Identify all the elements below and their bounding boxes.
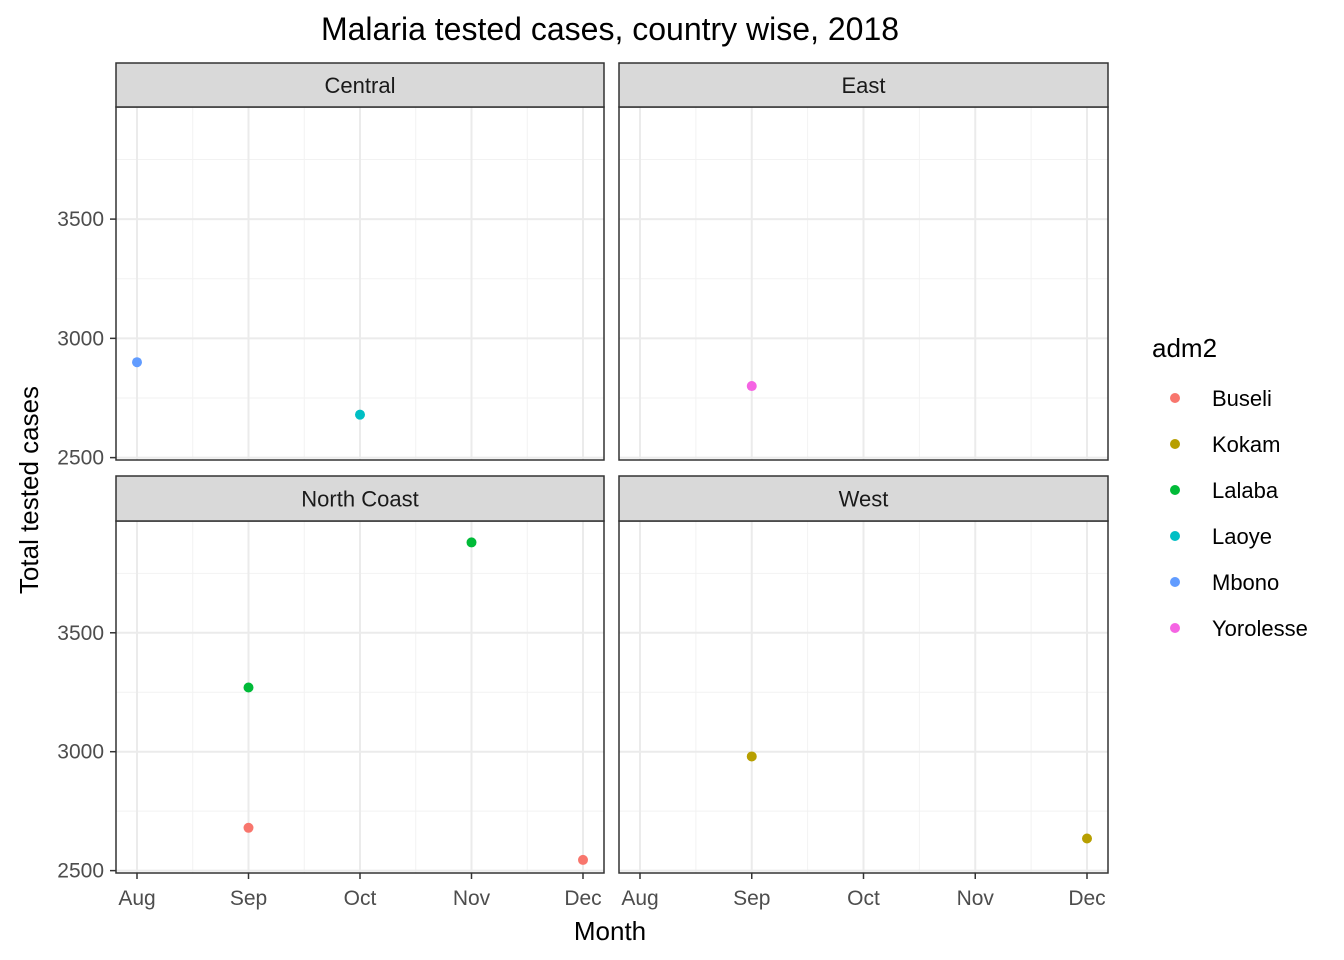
facet-strip xyxy=(618,475,1109,522)
legend-label: Lalaba xyxy=(1212,478,1279,503)
chart-title: Malaria tested cases, country wise, 2018 xyxy=(321,11,899,47)
facet-strip xyxy=(618,62,1109,108)
legend: adm2 Buseli Kokam Lalaba Laoye Mbono Yoroless… xyxy=(1152,333,1308,641)
legend-key-dot xyxy=(1170,439,1180,449)
legend-key-dot xyxy=(1170,485,1180,495)
point-west-kokam-sep xyxy=(746,751,757,762)
point-north-coast-lalaba-sep xyxy=(243,682,254,693)
legend-label: Mbono xyxy=(1212,570,1279,595)
y-tick-label: 3000 xyxy=(57,741,104,764)
legend-key-dot xyxy=(1170,531,1180,541)
x-tick-label: Aug xyxy=(118,887,155,910)
y-tick-label: 3500 xyxy=(57,622,104,645)
legend-key-dot xyxy=(1170,577,1180,587)
legend-key-dot xyxy=(1170,623,1180,633)
x-tick-label: Oct xyxy=(344,887,377,910)
x-tick-label: Aug xyxy=(621,887,658,910)
legend-item-kokam: Kokam xyxy=(1170,432,1280,457)
y-tick-label: 2500 xyxy=(57,860,104,883)
legend-label: Kokam xyxy=(1212,432,1280,457)
facet-panels: Central East North Coast West xyxy=(115,62,1109,874)
legend-item-laoye: Laoye xyxy=(1170,524,1272,549)
legend-item-buseli: Buseli xyxy=(1170,386,1272,411)
facet-label-north-coast: North Coast xyxy=(301,487,418,512)
legend-key-dot xyxy=(1170,393,1180,403)
legend-item-lalaba: Lalaba xyxy=(1170,478,1279,503)
facet-central: Central xyxy=(115,62,605,461)
legend-title: adm2 xyxy=(1152,333,1217,363)
y-tick-label: 3500 xyxy=(57,208,104,231)
facet-label-east: East xyxy=(841,73,885,98)
x-tick-label: Nov xyxy=(957,887,995,910)
point-west-kokam-dec xyxy=(1082,833,1092,844)
legend-label: Laoye xyxy=(1212,524,1272,549)
y-axis-ticks: 2500 3000 3500 2500 3000 3500 xyxy=(57,208,116,883)
facet-strip xyxy=(115,475,605,522)
legend-item-yorolesse: Yorolesse xyxy=(1170,616,1308,641)
legend-item-mbono: Mbono xyxy=(1170,570,1279,595)
facet-north-coast: North Coast xyxy=(115,475,605,874)
x-tick-label: Sep xyxy=(230,887,267,910)
facet-east: East xyxy=(618,62,1109,461)
facet-west: West xyxy=(618,475,1109,874)
legend-label: Yorolesse xyxy=(1212,616,1308,641)
x-tick-label: Sep xyxy=(733,887,770,910)
x-tick-label: Dec xyxy=(564,887,601,910)
facet-label-west: West xyxy=(839,487,889,512)
x-axis-title: Month xyxy=(574,916,646,946)
point-central-mbono-aug xyxy=(132,357,142,368)
point-east-yorolesse-sep xyxy=(746,381,757,392)
x-tick-label: Dec xyxy=(1068,887,1105,910)
x-axis-ticks: Aug Sep Oct Nov Dec Aug Sep Oct Nov Dec xyxy=(118,873,1106,910)
legend-label: Buseli xyxy=(1212,386,1272,411)
y-tick-label: 3000 xyxy=(57,327,104,350)
y-tick-label: 2500 xyxy=(57,447,104,470)
y-axis-title: Total tested cases xyxy=(14,386,44,594)
x-tick-label: Nov xyxy=(453,887,491,910)
x-tick-label: Oct xyxy=(847,887,880,910)
point-north-coast-lalaba-nov xyxy=(466,537,477,548)
point-north-coast-buseli-dec xyxy=(578,854,588,865)
point-central-laoye-oct xyxy=(355,409,365,420)
point-north-coast-buseli-sep xyxy=(243,822,254,833)
facet-label-central: Central xyxy=(325,73,396,98)
facet-strip xyxy=(115,62,605,108)
